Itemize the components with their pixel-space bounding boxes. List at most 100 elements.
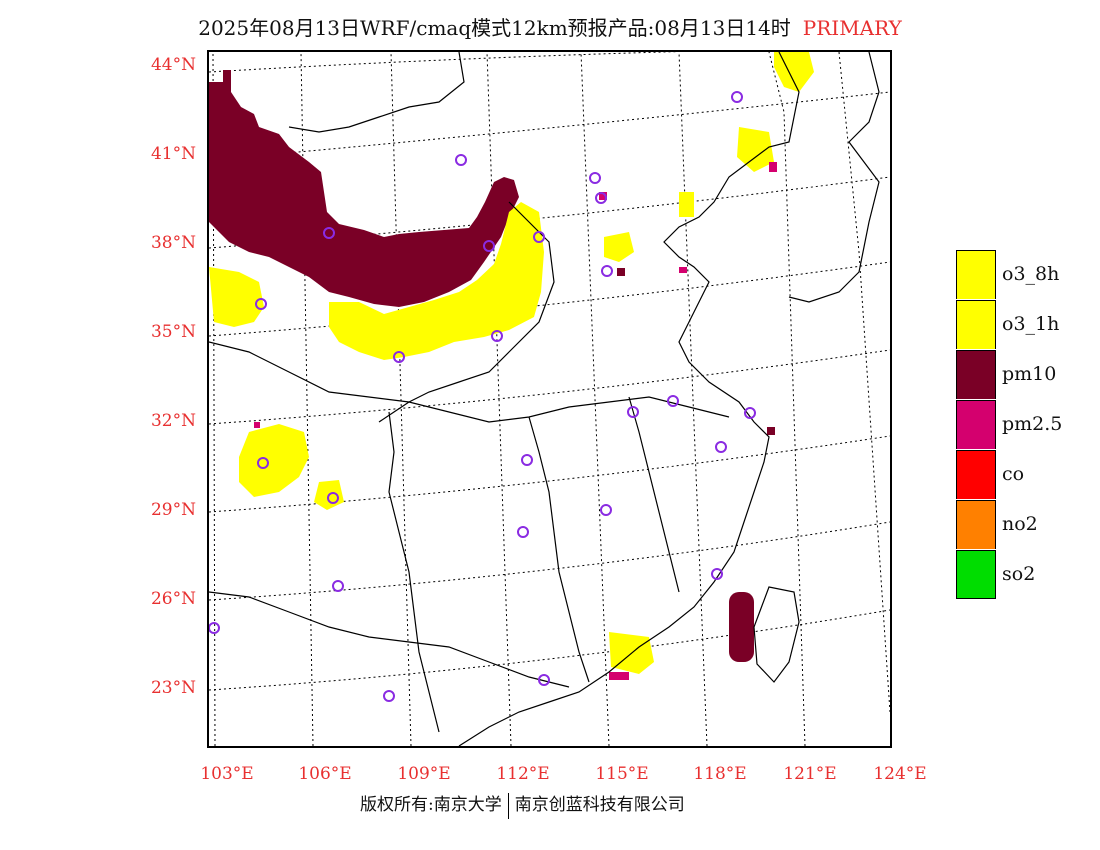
station-marker — [711, 568, 723, 580]
legend-label: co — [1002, 463, 1025, 485]
station-marker — [323, 227, 335, 239]
station-marker — [517, 526, 529, 538]
lon-label-115: 115°E — [595, 764, 649, 784]
station-marker — [627, 406, 639, 418]
lat-label-41: 41°N — [150, 144, 196, 164]
graticule-lon-109 — [390, 52, 412, 746]
lat-label-38: 38°N — [150, 233, 196, 253]
island-taiwan — [753, 586, 800, 683]
station-marker — [209, 622, 220, 634]
station-marker — [332, 580, 344, 592]
graticule-lat-29 — [209, 435, 890, 513]
legend-label: pm2.5 — [1002, 413, 1063, 435]
legend-row-o3-1h: o3_1h — [956, 299, 1062, 349]
station-marker — [327, 492, 339, 504]
station-marker — [533, 231, 545, 243]
graticule-lon-118 — [678, 52, 708, 746]
lon-label-118: 118°E — [693, 764, 747, 784]
lat-label-23: 23°N — [150, 678, 196, 698]
lat-label-26: 26°N — [150, 589, 196, 609]
map-title: 2025年08月13日WRF/cmaq模式12km预报产品:08月13日14时 P… — [0, 12, 1100, 41]
graticule-lon-124 — [838, 52, 890, 713]
title-main: 2025年08月13日WRF/cmaq模式12km预报产品:08月13日14时 — [198, 16, 791, 40]
legend-label: pm10 — [1002, 363, 1057, 385]
lon-label-121: 121°E — [783, 764, 837, 784]
station-marker — [601, 265, 613, 277]
pm25-spot-b — [679, 267, 687, 273]
graticule-lat-41 — [209, 91, 890, 161]
station-marker — [744, 407, 756, 419]
graticule-lon-115 — [580, 52, 610, 746]
lat-label-35: 35°N — [150, 322, 196, 342]
legend-row-co: co — [956, 449, 1062, 499]
pm10-spot-b — [767, 427, 775, 435]
graticule-lat-26 — [209, 521, 890, 601]
border-mongolia — [288, 52, 465, 133]
station-marker — [393, 351, 405, 363]
lat-label-29: 29°N — [150, 500, 196, 520]
pm25-spots — [254, 162, 777, 680]
coastline-east — [458, 52, 800, 746]
station-markers — [209, 91, 756, 702]
pm25-spot-a — [599, 192, 607, 200]
ozone-north-china — [604, 232, 634, 262]
border-south — [209, 591, 570, 688]
graticule-lat-44 — [209, 52, 681, 73]
station-marker — [521, 454, 533, 466]
ozone-sichuan — [239, 424, 309, 497]
station-marker — [595, 192, 607, 204]
map-frame — [207, 50, 892, 748]
map-canvas — [209, 52, 890, 746]
pm25-spot-c — [769, 162, 777, 172]
lat-label-32: 32°N — [150, 411, 196, 431]
boundaries — [209, 52, 880, 746]
station-marker — [257, 457, 269, 469]
station-marker — [255, 298, 267, 310]
graticule-lat-35 — [209, 261, 890, 337]
legend-row-pm25: pm2.5 — [956, 399, 1062, 449]
lon-label-124: 124°E — [873, 764, 927, 784]
station-marker — [538, 674, 550, 686]
border-jiangxi — [628, 396, 680, 593]
graticule-lon-106 — [300, 52, 314, 746]
lat-label-44: 44°N — [150, 55, 196, 75]
legend-swatch — [956, 449, 996, 499]
legend-row-so2: so2 — [956, 549, 1062, 599]
ozone-regions — [209, 52, 814, 674]
station-marker — [455, 154, 467, 166]
border-inner-north — [378, 201, 555, 423]
legend-swatch — [956, 549, 996, 599]
ozone-northwest — [209, 267, 264, 327]
legend-swatch — [956, 299, 996, 349]
graticule-lat-23 — [209, 609, 890, 691]
footer-right: 南京创蓝科技有限公司 — [514, 795, 685, 815]
pollutant-legend: o3_8h o3_1h pm10 pm2.5 co no2 so2 — [956, 249, 1062, 599]
ozone-bohai — [679, 192, 694, 217]
lon-label-106: 106°E — [298, 764, 352, 784]
footer-left: 版权所有:南京大学 — [360, 795, 502, 815]
ozone-northeast-a — [774, 52, 814, 92]
station-marker — [715, 441, 727, 453]
ozone-liaoning — [737, 127, 774, 172]
ozone-central-north — [329, 202, 544, 360]
station-marker — [589, 172, 601, 184]
graticule — [209, 52, 890, 746]
lon-label-103: 103°E — [200, 764, 254, 784]
station-marker — [483, 240, 495, 252]
border-central — [388, 411, 440, 733]
pm10-taiwan-strait — [729, 592, 754, 662]
legend-swatch — [956, 399, 996, 449]
lon-label-109: 109°E — [397, 764, 451, 784]
coastline-korea — [788, 52, 880, 303]
title-primary-tag: PRIMARY — [802, 16, 902, 40]
graticule-lon-121 — [768, 52, 806, 746]
copyright-footer: 版权所有:南京大学 南京创蓝科技有限公司 — [360, 790, 685, 819]
legend-row-no2: no2 — [956, 499, 1062, 549]
legend-swatch — [956, 249, 996, 299]
lon-label-112: 112°E — [496, 764, 550, 784]
graticule-lon-112 — [486, 52, 512, 746]
border-yangtze — [209, 341, 730, 423]
legend-label: o3_8h — [1002, 263, 1060, 285]
border-hunan — [528, 416, 590, 683]
legend-swatch — [956, 499, 996, 549]
